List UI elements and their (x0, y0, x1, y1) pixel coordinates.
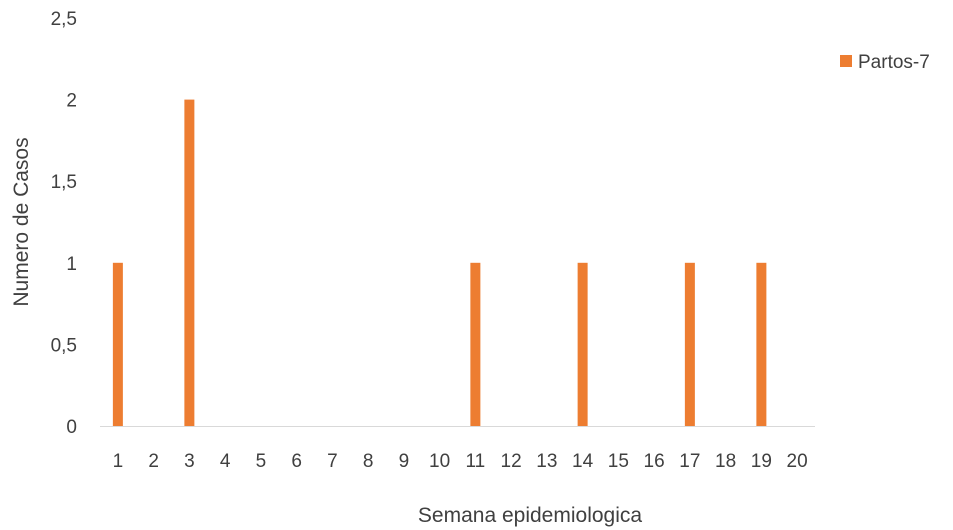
x-tick-label: 9 (399, 451, 410, 472)
bar-week-11 (470, 262, 481, 426)
bar-week-14 (577, 262, 588, 426)
y-tick-label: 0 (66, 417, 77, 438)
y-axis-title: Numero de Casos (10, 137, 33, 306)
bars (112, 99, 767, 426)
x-tick-label: 4 (220, 451, 231, 472)
legend-swatch-partos-7 (840, 55, 852, 67)
y-tick-label: 2,5 (51, 9, 77, 30)
x-tick-label: 18 (715, 451, 736, 472)
x-axis-title: Semana epidemiologica (418, 504, 642, 527)
x-tick-label: 11 (466, 451, 486, 472)
x-tick-label: 2 (148, 451, 159, 472)
x-tick-label: 5 (256, 451, 267, 472)
bar-week-19 (756, 262, 767, 426)
x-tick-label: 20 (787, 451, 808, 472)
x-tick-label: 6 (291, 451, 302, 472)
x-tick-label: 19 (751, 451, 772, 472)
x-tick-label: 7 (327, 451, 338, 472)
y-tick-label: 1,5 (51, 172, 77, 193)
bar-week-1 (112, 262, 123, 426)
x-tick-label: 15 (608, 451, 629, 472)
y-tick-label: 1 (66, 254, 77, 275)
y-tick-label: 0,5 (51, 335, 77, 356)
y-tick-label: 2 (66, 91, 77, 112)
x-axis-ticks: 1 2 3 4 5 6 7 8 9 10 11 12 13 14 15 16 17 18 19 20 (113, 451, 808, 472)
x-tick-label: 10 (429, 451, 450, 472)
x-tick-label: 13 (536, 451, 557, 472)
x-tick-label: 12 (501, 451, 522, 472)
bar-week-17 (684, 262, 695, 426)
bar-week-3 (184, 99, 195, 426)
legend-label-partos-7: Partos-7 (858, 52, 930, 73)
x-tick-label: 3 (184, 451, 195, 472)
x-tick-label: 17 (679, 451, 700, 472)
legend: Partos-7 (840, 52, 930, 73)
x-tick-label: 8 (363, 451, 374, 472)
x-tick-label: 1 (113, 451, 124, 472)
x-tick-label: 16 (644, 451, 665, 472)
x-tick-label: 14 (572, 451, 594, 472)
y-axis-ticks: 0 0,5 1 1,5 2 2,5 (51, 9, 77, 438)
